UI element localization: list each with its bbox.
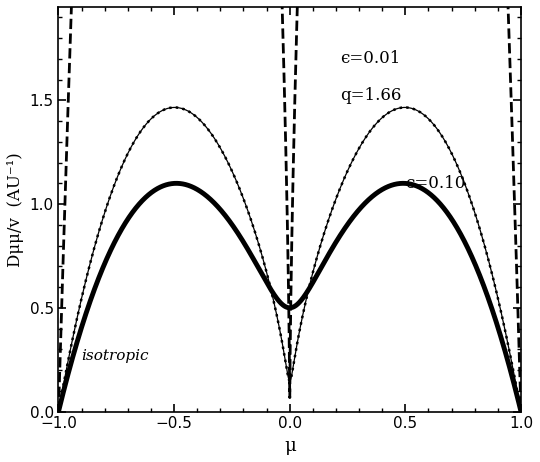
X-axis label: μ: μ — [284, 437, 295, 455]
Text: isotropic: isotropic — [82, 349, 149, 363]
Text: q=1.66: q=1.66 — [341, 87, 402, 104]
Text: ϵ=0.10: ϵ=0.10 — [406, 175, 465, 192]
Text: ϵ=0.01: ϵ=0.01 — [341, 50, 401, 67]
Y-axis label: Dμμ/v  (AU⁻¹): Dμμ/v (AU⁻¹) — [7, 152, 24, 267]
